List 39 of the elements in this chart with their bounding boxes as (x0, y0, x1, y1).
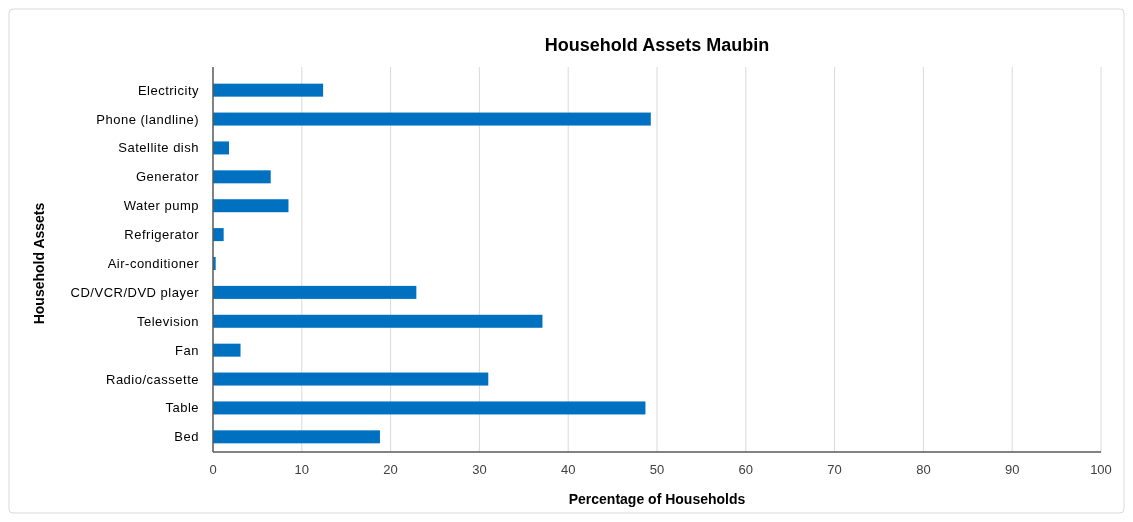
bar (213, 285, 417, 299)
y-tick-label: Refrigerator (124, 227, 200, 243)
x-tick-label: 0 (209, 462, 217, 477)
bar (213, 401, 646, 415)
bar (213, 83, 324, 97)
x-tick-label: 10 (294, 462, 310, 477)
y-tick-label: Generator (135, 169, 200, 185)
y-tick-label: Bed (174, 429, 199, 445)
bar (213, 314, 543, 328)
x-tick-label: 70 (827, 462, 842, 477)
y-tick-label: Fan (175, 342, 199, 358)
x-tick-label: 30 (472, 462, 487, 477)
bar (213, 430, 380, 444)
y-tick-label: Water pump (123, 198, 199, 214)
y-tick-label: Television (136, 313, 199, 329)
x-tick-label: 20 (383, 462, 398, 477)
x-tick-label: 80 (916, 462, 931, 477)
bar (213, 170, 271, 184)
y-tick-label: Radio/cassette (106, 371, 199, 387)
y-tick-label: Air-conditioner (107, 256, 200, 272)
y-tick-label: CD/VCR/DVD player (70, 284, 200, 300)
bar (213, 199, 289, 213)
y-tick-label: Satellite dish (118, 140, 199, 156)
y-tick-label: Table (165, 400, 199, 416)
bar (213, 343, 241, 357)
bar (213, 112, 651, 126)
bar (213, 141, 229, 155)
x-tick-label: 60 (738, 462, 754, 477)
x-tick-label: 40 (560, 462, 576, 477)
x-tick-label: 100 (1090, 462, 1112, 477)
bar (213, 228, 224, 242)
x-tick-label: 50 (649, 462, 665, 477)
bar (213, 372, 489, 386)
y-tick-label: Phone (landline) (96, 111, 199, 127)
y-tick-label: Electricity (137, 82, 199, 98)
chart-title: Household Assets Maubin (544, 35, 770, 55)
x-tick-label: 90 (1004, 462, 1020, 477)
y-axis-title: Household Assets (31, 202, 47, 325)
x-axis-title: Percentage of Households (568, 491, 746, 507)
